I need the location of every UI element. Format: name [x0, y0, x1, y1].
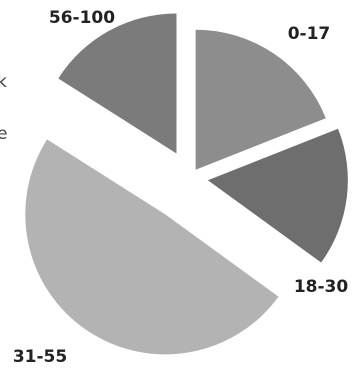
slice-label-56-100: 56-100: [49, 8, 115, 28]
slice-label-0-17: 0-17: [288, 24, 331, 44]
pie-slice-18-30: [207, 128, 348, 263]
slice-label-31-55: 31-55: [13, 347, 67, 367]
legend-fragment-2: e: [0, 124, 7, 144]
pie-slice-0-17: [195, 29, 326, 170]
pie-slice-31-55: [25, 139, 279, 355]
slice-labels: 0-17 18-30 31-55 56-100: [13, 8, 349, 367]
pie-slice-56-100: [58, 13, 177, 154]
slice-label-18-30: 18-30: [294, 277, 349, 297]
legend-fragment-1: k: [0, 72, 7, 92]
pie-slices: [25, 13, 348, 355]
